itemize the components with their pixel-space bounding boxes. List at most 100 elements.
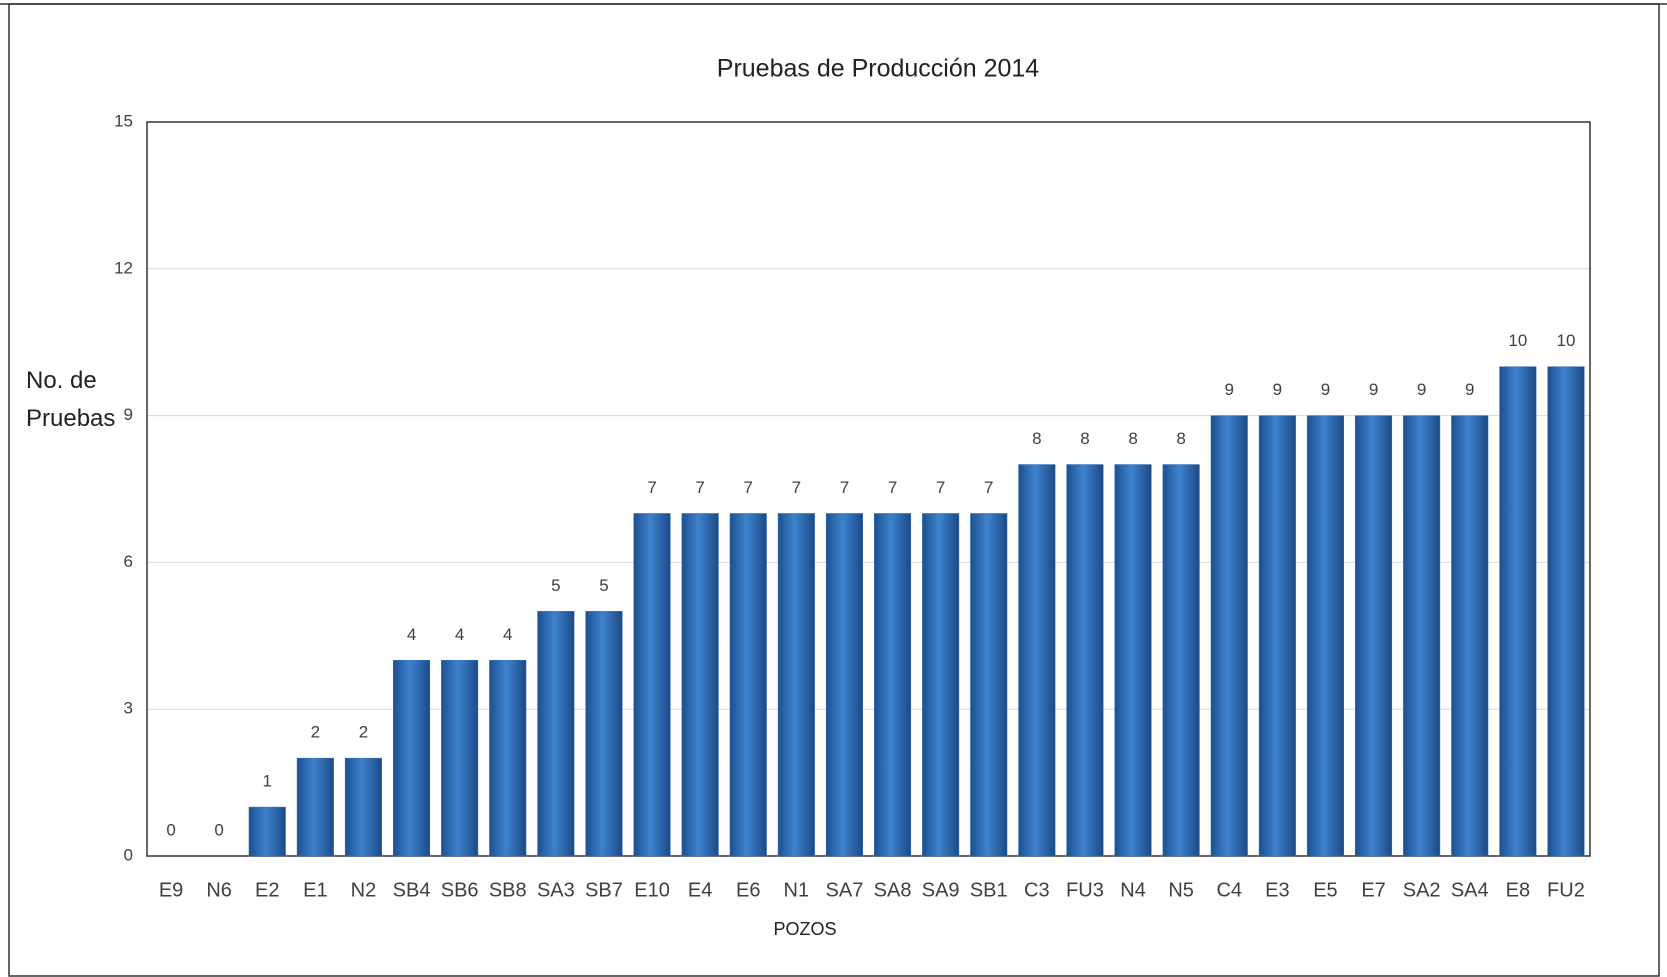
- bar: [970, 513, 1008, 857]
- y-tick-label: 15: [114, 111, 133, 130]
- bar: [489, 660, 527, 857]
- x-tick-label: E6: [736, 879, 760, 901]
- chart-title: Pruebas de Producción 2014: [717, 55, 1040, 83]
- x-tick-label: SA7: [826, 879, 864, 901]
- x-tick-label: E3: [1265, 879, 1289, 901]
- bar: [1499, 366, 1537, 857]
- data-label: 9: [1465, 380, 1474, 399]
- x-tick-label: E10: [634, 879, 670, 901]
- data-label: 9: [1417, 380, 1426, 399]
- bar: [681, 513, 719, 857]
- data-label: 7: [888, 478, 897, 497]
- data-label: 7: [936, 478, 945, 497]
- bar: [537, 611, 575, 857]
- y-tick-label: 6: [124, 552, 133, 571]
- x-tick-label: SB6: [441, 879, 479, 901]
- bar: [825, 513, 863, 857]
- x-tick-label: E4: [688, 879, 712, 901]
- x-tick-label: E9: [159, 879, 183, 901]
- y-tick-label: 0: [124, 845, 133, 864]
- data-label: 2: [359, 723, 368, 742]
- x-tick-label: SA8: [874, 879, 912, 901]
- data-label: 8: [1032, 429, 1041, 448]
- data-label: 9: [1369, 380, 1378, 399]
- x-tick-label: E2: [255, 879, 279, 901]
- x-tick-label: FU3: [1066, 879, 1104, 901]
- data-label: 5: [551, 576, 560, 595]
- data-label: 7: [840, 478, 849, 497]
- frame: [8, 3, 1660, 977]
- x-tick-label: N6: [206, 879, 232, 901]
- data-label: 7: [984, 478, 993, 497]
- data-label: 7: [792, 478, 801, 497]
- x-tick-label: E5: [1313, 879, 1337, 901]
- x-tick-label: E1: [303, 879, 327, 901]
- y-tick-label: 12: [114, 258, 133, 277]
- x-tick-label: SA9: [922, 879, 960, 901]
- data-label: 4: [407, 625, 416, 644]
- data-label: 4: [503, 625, 512, 644]
- x-tick-label: FU2: [1547, 879, 1585, 901]
- x-tick-label: SA3: [537, 879, 575, 901]
- data-label: 8: [1176, 429, 1185, 448]
- data-label: 9: [1225, 380, 1234, 399]
- bar: [777, 513, 815, 857]
- bar: [729, 513, 767, 857]
- data-label: 10: [1556, 331, 1575, 350]
- x-axis-label: POZOS: [773, 919, 836, 939]
- data-label: 2: [311, 723, 320, 742]
- y-tick-label: 9: [124, 405, 133, 424]
- bar: [248, 806, 286, 857]
- bar: [393, 660, 431, 857]
- data-label: 8: [1128, 429, 1137, 448]
- x-tick-label: SA4: [1451, 879, 1489, 901]
- data-label: 9: [1321, 380, 1330, 399]
- data-label: 1: [263, 772, 272, 791]
- x-tick-label: SB8: [489, 879, 527, 901]
- data-label: 9: [1273, 380, 1282, 399]
- x-tick-label: SB4: [393, 879, 431, 901]
- data-label: 7: [744, 478, 753, 497]
- bar: [1018, 464, 1056, 857]
- x-tick-label: N4: [1120, 879, 1146, 901]
- x-tick-label: E8: [1506, 879, 1530, 901]
- bar: [922, 513, 960, 857]
- y-tick-label: 3: [124, 699, 133, 718]
- bar: [1210, 415, 1248, 857]
- y-axis-label: No. de Pruebas: [26, 367, 116, 432]
- x-tick-label: E7: [1361, 879, 1385, 901]
- data-label: 7: [695, 478, 704, 497]
- bar: [1114, 464, 1152, 857]
- bar: [1403, 415, 1441, 857]
- x-tick-label: N5: [1168, 879, 1194, 901]
- data-label: 0: [166, 820, 175, 839]
- data-label: 4: [455, 625, 464, 644]
- bar: [1258, 415, 1296, 857]
- data-label: 10: [1508, 331, 1527, 350]
- bar: [344, 757, 382, 857]
- x-tick-label: C4: [1216, 879, 1242, 901]
- data-label: 7: [647, 478, 656, 497]
- bar: [441, 660, 479, 857]
- bar: [1066, 464, 1104, 857]
- bar: [585, 611, 623, 857]
- data-label: 8: [1080, 429, 1089, 448]
- bar: [296, 757, 334, 857]
- x-tick-label: SB7: [585, 879, 623, 901]
- bar: [1547, 366, 1585, 857]
- bar: [1306, 415, 1344, 857]
- bar: [1355, 415, 1393, 857]
- plot-border: [146, 121, 1591, 857]
- x-tick-label: SA2: [1403, 879, 1441, 901]
- bar: [1451, 415, 1489, 857]
- data-label: 5: [599, 576, 608, 595]
- x-tick-label: N2: [351, 879, 377, 901]
- bar: [874, 513, 912, 857]
- data-label: 0: [214, 820, 223, 839]
- bar: [1162, 464, 1200, 857]
- x-tick-label: C3: [1024, 879, 1050, 901]
- bar: [633, 513, 671, 857]
- x-tick-label: N1: [784, 879, 810, 901]
